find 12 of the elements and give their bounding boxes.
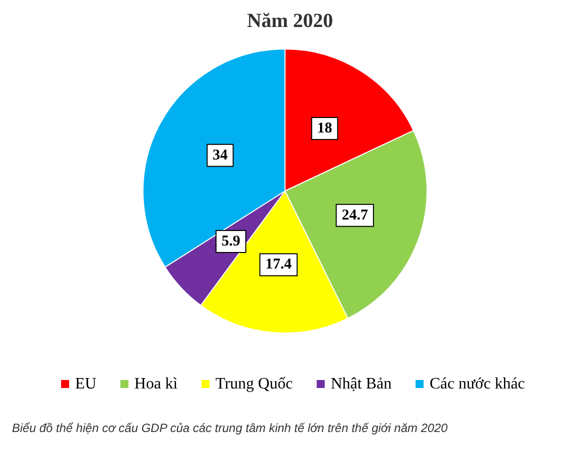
legend-label: Các nước khác <box>430 376 525 392</box>
data-label: 18 <box>317 120 332 137</box>
legend-label: Hoa kì <box>134 376 178 392</box>
chart-title: Năm 2020 <box>246 10 334 32</box>
data-label: 24.7 <box>342 207 368 224</box>
data-label: 5.9 <box>222 233 240 250</box>
text: Biểu đồ thể hiện cơ cấu GDP của các trung tâm kinh tế lớn trên thế giới năm 2020 <box>12 421 448 435</box>
data-label: 17.4 <box>265 256 292 273</box>
data-label: 34 <box>212 147 228 164</box>
legend-label: Trung Quốc <box>216 376 293 392</box>
legend-label: Nhật Bản <box>330 376 392 392</box>
legend-label: EU <box>75 376 97 392</box>
